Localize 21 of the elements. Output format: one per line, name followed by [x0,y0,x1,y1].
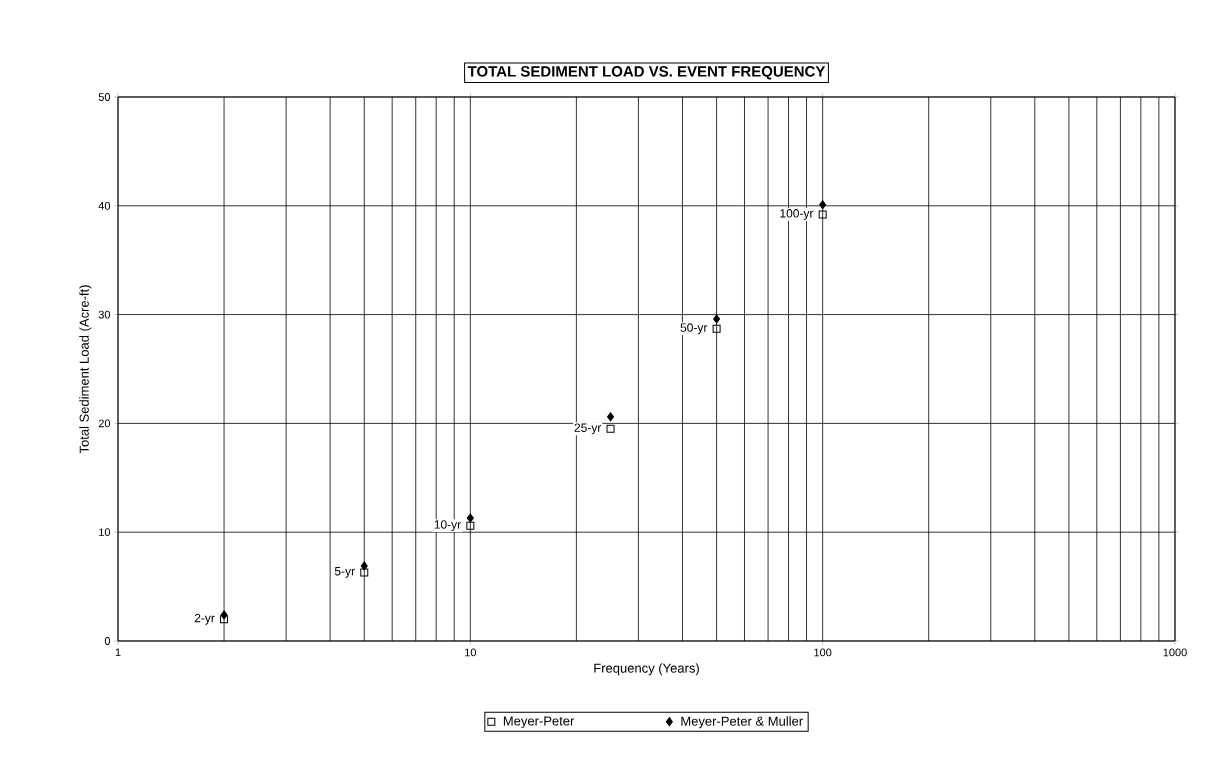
y-tick-label: 40 [98,201,111,210]
x-tick-label: 100 [814,648,832,657]
annotation: 2-yr [194,613,215,625]
legend-label: Meyer-Peter [503,716,575,729]
annotation: 5-yr [334,567,355,578]
annotation: 100-yr [780,209,814,220]
legend-label: Meyer-Peter & Muller [681,716,803,729]
x-tick-label: 1000 [1163,648,1187,657]
y-tick-label: 10 [99,528,111,537]
x-tick-label: 10 [465,648,477,657]
y-tick-label: 30 [98,310,111,319]
annotation: 25-yr [574,423,602,435]
y-tick-label: 50 [98,93,111,101]
y-axis-title: Total Sediment Load (Acre-ft) [79,285,92,454]
x-tick-label: 1 [115,648,121,657]
annotation: 50-yr [680,323,708,335]
chart-title: TOTAL SEDIMENT LOAD VS. EVENT FREQUENCY [467,66,826,80]
annotation: 10-yr [434,520,461,532]
x-axis-title: Frequency (Years) [594,663,699,676]
y-tick-label: 0 [104,637,111,645]
y-tick-label: 20 [98,419,111,428]
